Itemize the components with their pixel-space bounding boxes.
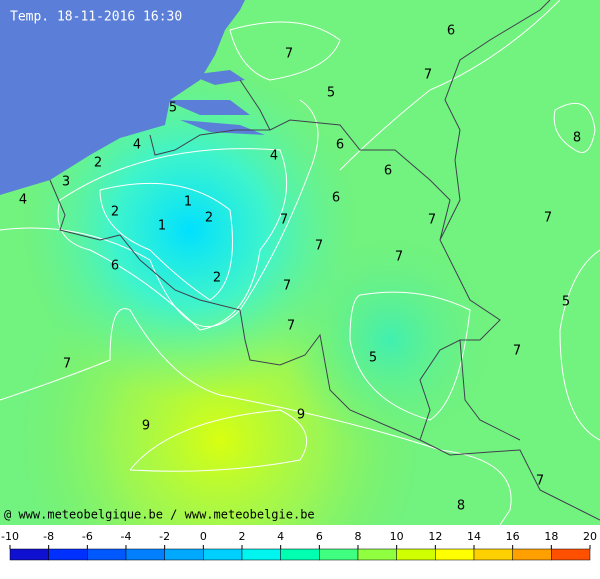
legend-tick-label: 10 [390,530,404,543]
legend-swatch [203,548,243,561]
legend-tick-label: 4 [277,530,284,543]
legend-swatch [125,548,165,561]
map-label: 4 [133,138,141,153]
map-label: 6 [336,138,344,153]
map-label: 7 [428,213,436,228]
map-label: 7 [536,474,544,489]
map-label: 7 [287,319,295,334]
map-label: 2 [205,211,213,226]
map-label: 6 [384,164,392,179]
estuary [165,70,265,135]
legend-tick-label: 12 [428,530,442,543]
legend-swatch [48,548,88,561]
legend-tick-label: -10 [1,530,19,543]
map-title: Temp. 18-11-2016 16:30 [10,10,182,25]
legend-tick-label: 20 [583,530,597,543]
map-label: 5 [169,101,177,116]
legend-swatch [9,548,49,561]
legend-tick-label: -2 [159,530,170,543]
sea [0,0,245,195]
legend-tick-label: 2 [239,530,246,543]
legend-tick-label: 0 [200,530,207,543]
legend-swatch [396,548,436,561]
map-label: 1 [158,219,166,234]
map-label: 6 [111,259,119,274]
map-label: 6 [447,24,455,39]
isotherms [0,0,600,526]
map-label: 7 [513,344,521,359]
map-label: 1 [184,195,192,210]
legend-swatch [319,548,359,561]
map-label: 3 [62,175,70,190]
map-label: 2 [94,156,102,171]
map-label: 2 [111,205,119,220]
map-label: 7 [283,279,291,294]
map-label: 4 [19,193,27,208]
legend-swatch [164,548,204,561]
legend-tick-label: 18 [544,530,558,543]
legend-swatch [87,548,127,561]
legend-tick-label: -8 [43,530,54,543]
legend-tick-label: -4 [121,530,132,543]
map-label: 7 [544,211,552,226]
map-label: 7 [63,357,71,372]
map-label: 6 [332,191,340,206]
legend-swatch [357,548,397,561]
map-label: 5 [562,295,570,310]
legend-tick-label: -6 [82,530,93,543]
map-label: 2 [213,271,221,286]
map-label: 9 [142,419,150,434]
map-label: 5 [369,351,377,366]
map-label: 7 [280,213,288,228]
legend-swatch [551,548,591,561]
legend-swatch [280,548,320,561]
map-label: 4 [270,149,278,164]
legend-tick-label: 6 [316,530,323,543]
legend-tick-label: 16 [506,530,520,543]
map-label: 9 [297,408,305,423]
credit: @ www.meteobelgique.be / www.meteobelgie… [4,508,315,522]
legend-swatch [512,548,552,561]
legend-tick-label: 14 [467,530,481,543]
map-label: 7 [315,239,323,254]
legend-tick-label: 8 [355,530,362,543]
legend-swatch [241,548,281,561]
borders [49,0,600,521]
map-label: 5 [327,86,335,101]
map-label: 7 [424,68,432,83]
legend-swatch [435,548,475,561]
map-label: 7 [285,47,293,62]
map-label: 7 [395,250,403,265]
map-label: 8 [573,131,581,146]
map-label: 8 [457,499,465,514]
legend-swatch [473,548,513,561]
